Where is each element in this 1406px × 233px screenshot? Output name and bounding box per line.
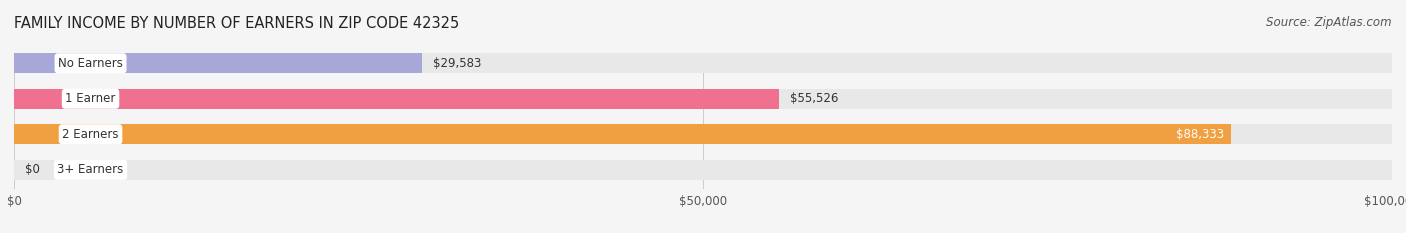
Text: $0: $0	[25, 163, 39, 176]
Bar	[14, 124, 1392, 144]
Bar	[14, 89, 779, 109]
Text: 2 Earners: 2 Earners	[62, 128, 118, 141]
Text: 3+ Earners: 3+ Earners	[58, 163, 124, 176]
Bar	[14, 160, 1392, 179]
Text: No Earners: No Earners	[58, 57, 122, 70]
Text: 1 Earner: 1 Earner	[65, 92, 115, 105]
Text: $29,583: $29,583	[433, 57, 481, 70]
Text: FAMILY INCOME BY NUMBER OF EARNERS IN ZIP CODE 42325: FAMILY INCOME BY NUMBER OF EARNERS IN ZI…	[14, 16, 460, 31]
Bar	[14, 89, 1392, 109]
Text: $88,333: $88,333	[1177, 128, 1225, 141]
Text: $55,526: $55,526	[790, 92, 838, 105]
Bar	[14, 54, 422, 73]
Text: Source: ZipAtlas.com: Source: ZipAtlas.com	[1267, 16, 1392, 29]
Bar	[14, 124, 1232, 144]
Bar	[14, 54, 1392, 73]
